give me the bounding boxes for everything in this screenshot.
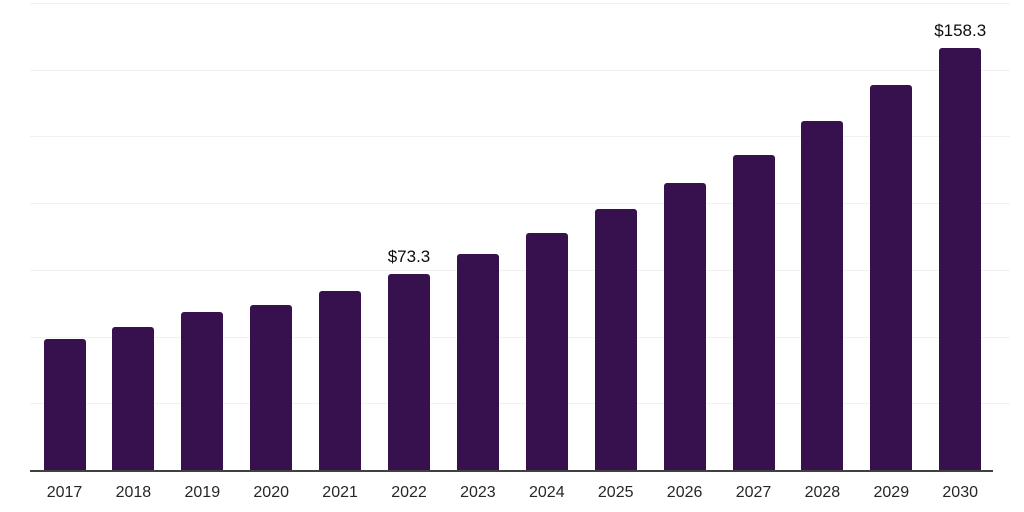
- x-axis-line: [30, 470, 993, 472]
- bar-2027: [732, 154, 775, 470]
- bar-2019: [181, 312, 224, 470]
- bar-2029: [870, 84, 913, 470]
- x-tick-2019: 2019: [184, 484, 221, 501]
- x-tick-2020: 2020: [253, 484, 289, 501]
- bar-2017: [43, 339, 86, 470]
- gridline-25: [30, 403, 1010, 405]
- x-tick-2026: 2026: [666, 484, 703, 501]
- value-label-2030: $158.3: [934, 20, 987, 40]
- gridline-150: [30, 69, 1010, 71]
- gridline-100: [30, 203, 1010, 205]
- bar-2018: [112, 327, 155, 470]
- bar-2025: [594, 209, 637, 470]
- value-label-2022: $73.3: [387, 247, 431, 267]
- x-tick-2024: 2024: [529, 484, 565, 501]
- x-tick-2023: 2023: [460, 484, 496, 501]
- x-tick-2027: 2027: [735, 484, 772, 501]
- x-tick-2022: 2022: [391, 484, 427, 501]
- gridline-75: [30, 269, 1010, 271]
- bar-2021: [319, 290, 362, 470]
- gridline-50: [30, 336, 1010, 338]
- x-tick-2025: 2025: [597, 484, 634, 501]
- x-tick-2018: 2018: [115, 484, 152, 501]
- x-tick-2029: 2029: [873, 484, 910, 501]
- x-tick-2021: 2021: [322, 484, 358, 501]
- bar-2023: [456, 254, 499, 470]
- x-tick-2028: 2028: [804, 484, 841, 501]
- bar-2030: [939, 47, 982, 470]
- x-tick-2030: 2030: [942, 484, 978, 501]
- gridline-125: [30, 136, 1010, 138]
- bar-2026: [663, 183, 706, 470]
- bar-2024: [525, 233, 568, 470]
- x-tick-2017: 2017: [46, 484, 83, 501]
- gridline-175: [30, 3, 1010, 4]
- bar-2028: [801, 121, 844, 470]
- bar-2020: [250, 305, 293, 470]
- bar-2022: [388, 274, 430, 470]
